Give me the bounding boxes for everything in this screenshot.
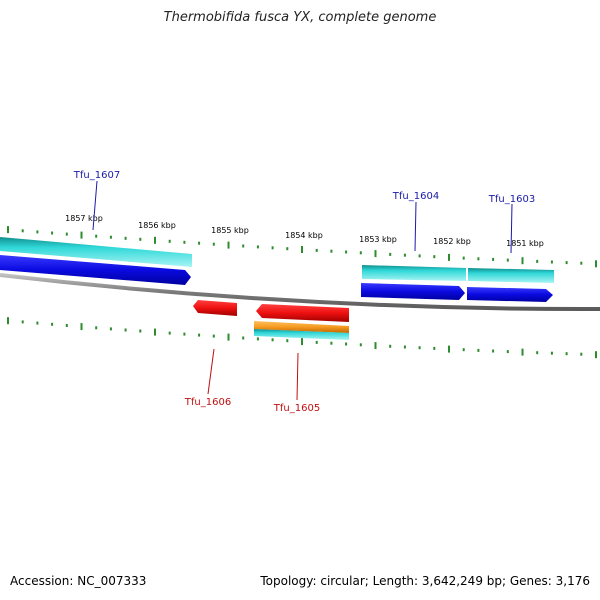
reverse-strand-features bbox=[193, 300, 349, 340]
feature-tfu1605-cds[interactable] bbox=[254, 329, 349, 340]
gene-label-tfu1607[interactable]: Tfu_1607 bbox=[73, 170, 120, 181]
kbp-scale-labels: 1857 kbp 1856 kbp 1855 kbp 1854 kbp 1853… bbox=[65, 214, 544, 248]
kbp-label-1853: 1853 kbp bbox=[359, 235, 397, 244]
kbp-label-1856: 1856 kbp bbox=[138, 221, 176, 230]
inner-tick-marks bbox=[7, 317, 597, 359]
genome-backbone bbox=[0, 273, 600, 312]
feature-tfu1607-cds[interactable] bbox=[0, 237, 192, 267]
kbp-label-1857: 1857 kbp bbox=[65, 214, 103, 223]
leader-tfu1607 bbox=[92, 180, 98, 231]
map-title: Thermobifida fusca YX, complete genome bbox=[163, 10, 437, 25]
gene-label-tfu1603[interactable]: Tfu_1603 bbox=[488, 194, 535, 205]
kbp-label-1851: 1851 kbp bbox=[506, 239, 544, 248]
leader-tfu1606 bbox=[207, 348, 215, 395]
leader-tfu1603 bbox=[510, 203, 513, 254]
outer-tick-marks bbox=[7, 226, 597, 268]
genome-summary-text: Topology: circular; Length: 3,642,249 bp… bbox=[260, 574, 590, 588]
forward-strand-features bbox=[0, 237, 554, 302]
feature-tfu1603-gene[interactable] bbox=[467, 287, 553, 302]
gene-label-tfu1605[interactable]: Tfu_1605 bbox=[273, 403, 320, 414]
kbp-label-1854: 1854 kbp bbox=[285, 231, 323, 240]
feature-tfu1604-cds[interactable] bbox=[362, 265, 466, 281]
feature-tfu1604-gene[interactable] bbox=[361, 283, 465, 300]
leader-tfu1605 bbox=[296, 352, 299, 401]
feature-tfu1607-gene[interactable] bbox=[0, 255, 191, 285]
gene-labels: Tfu_1607 Tfu_1604 Tfu_1603 Tfu_1606 Tfu_… bbox=[73, 170, 535, 414]
leader-tfu1604 bbox=[414, 201, 417, 252]
accession-text: Accession: NC_007333 bbox=[10, 574, 147, 588]
feature-tfu1603-cds[interactable] bbox=[468, 268, 554, 283]
kbp-label-1852: 1852 kbp bbox=[433, 237, 471, 246]
gene-label-tfu1606[interactable]: Tfu_1606 bbox=[184, 397, 231, 408]
feature-tfu1605-gene[interactable] bbox=[256, 304, 349, 322]
gene-label-tfu1604[interactable]: Tfu_1604 bbox=[392, 191, 439, 202]
feature-tfu1606-gene[interactable] bbox=[193, 300, 237, 316]
label-leader-lines bbox=[92, 180, 513, 401]
kbp-label-1855: 1855 kbp bbox=[211, 226, 249, 235]
